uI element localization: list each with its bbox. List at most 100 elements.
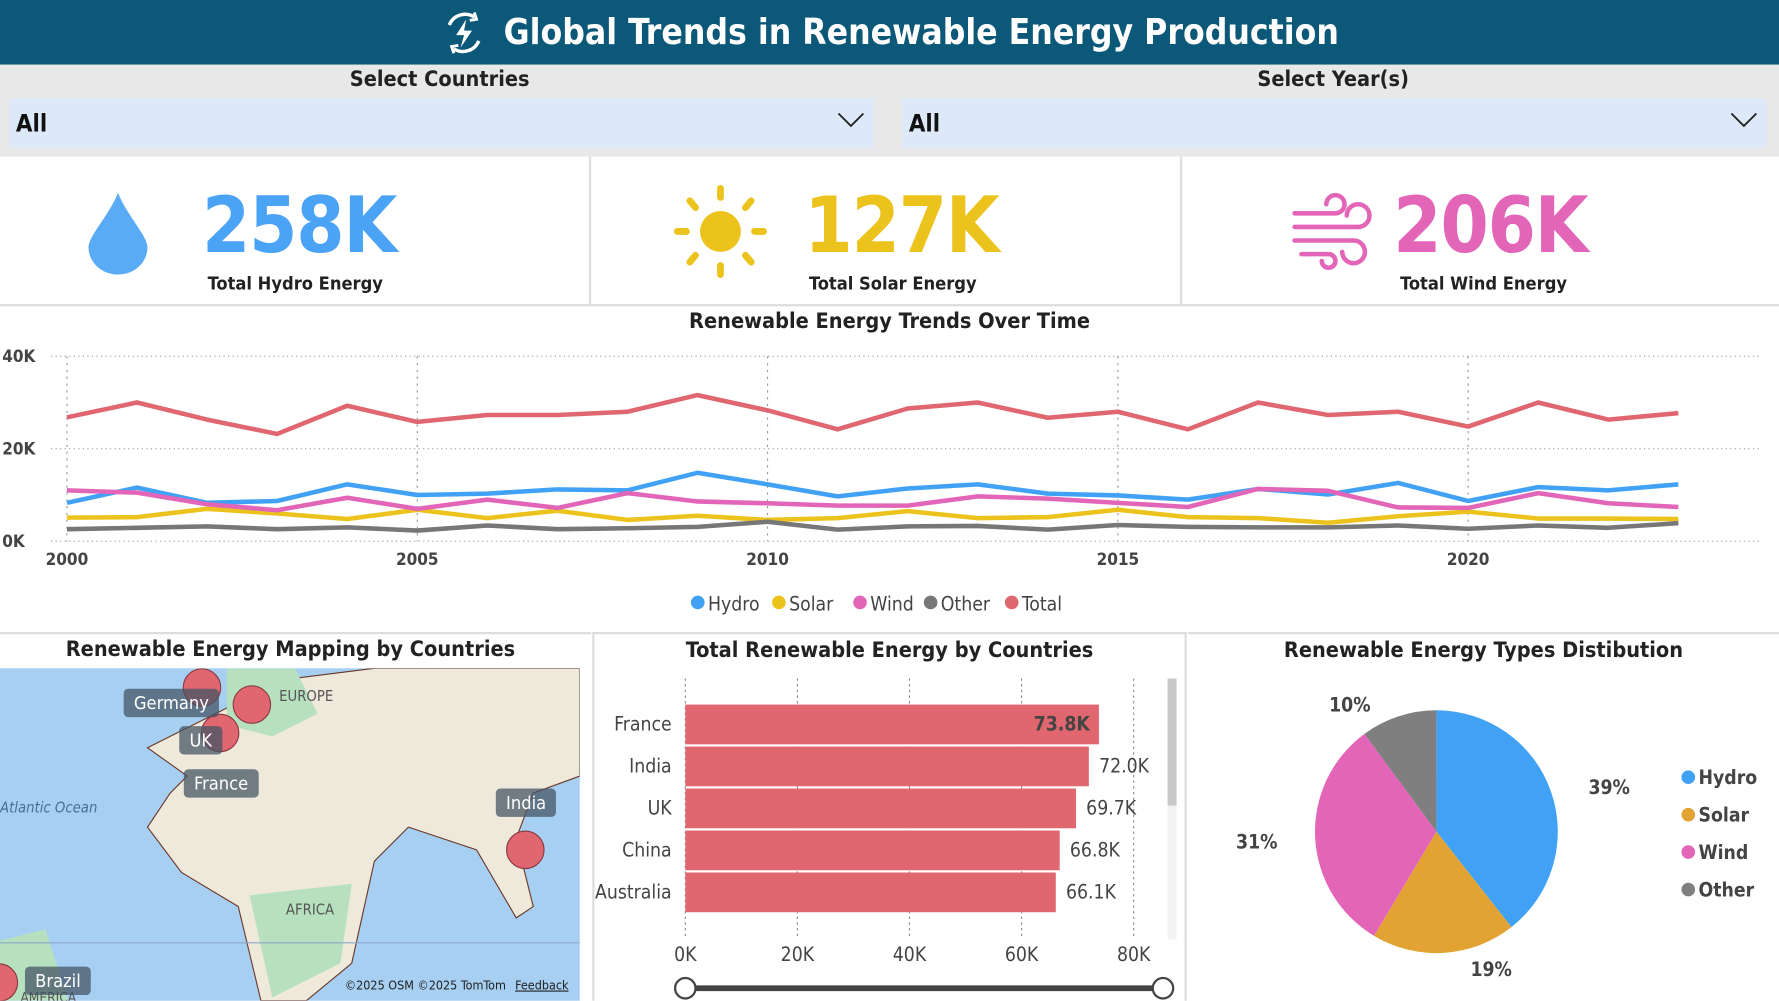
legend-marker bbox=[1681, 882, 1696, 897]
bar bbox=[685, 704, 1099, 745]
legend-label: Wind bbox=[870, 592, 914, 615]
legend-label: Hydro bbox=[1698, 766, 1757, 789]
kpi-wind: 206K Total Wind Energy bbox=[1182, 157, 1779, 307]
map-label-germany: Germany bbox=[123, 688, 220, 718]
chevron-down-icon bbox=[837, 112, 865, 128]
legend-marker bbox=[690, 595, 705, 610]
x-tick-label: 20K bbox=[781, 943, 815, 966]
legend-label: Wind bbox=[1698, 841, 1748, 864]
wind-icon bbox=[1292, 192, 1372, 271]
map-label-india: India bbox=[495, 788, 557, 817]
scrollbar-track bbox=[1167, 678, 1177, 940]
bar-panel: Total Renewable Energy by Countries bbox=[592, 631, 1187, 1001]
map-region-label: EUROPE bbox=[279, 688, 334, 706]
map[interactable]: Atlantic Ocean EUROPE AFRICA AMERICA Ger… bbox=[0, 668, 580, 1001]
x-tick-label: 60K bbox=[1005, 943, 1039, 966]
zoom-slider-handle[interactable] bbox=[1151, 976, 1175, 1000]
bar-category-label: India bbox=[629, 755, 672, 778]
bolt-refresh-icon bbox=[447, 11, 481, 54]
legend-marker bbox=[1681, 807, 1696, 822]
bar bbox=[685, 788, 1076, 829]
series-line-wind bbox=[66, 486, 1679, 513]
series-line-total bbox=[66, 392, 1679, 437]
pie-panel: Renewable Energy Types Distibution bbox=[1187, 631, 1779, 1001]
kpi-hydro: 258K Total Hydro Energy bbox=[0, 156, 592, 307]
x-tick-label: 0K bbox=[674, 943, 697, 966]
legend-marker bbox=[1004, 595, 1019, 610]
bar-category-label: China bbox=[622, 839, 672, 862]
legend-marker bbox=[923, 595, 938, 610]
x-tick-label: 2015 bbox=[1097, 550, 1140, 570]
sun-icon bbox=[673, 184, 767, 278]
bar-category-label: France bbox=[614, 713, 672, 736]
bar-chart-title: Total Renewable Energy by Countries bbox=[685, 637, 1094, 663]
bar-data-label: 66.8K bbox=[1070, 839, 1121, 862]
bar-data-label: 73.8K bbox=[1034, 713, 1091, 736]
legend-label: Solar bbox=[789, 592, 834, 615]
pie-slice-hydro bbox=[1436, 710, 1558, 928]
kpi-value: 206K bbox=[1393, 181, 1588, 272]
scrollbar-thumb[interactable] bbox=[1167, 678, 1177, 806]
x-tick-label: 40K bbox=[893, 943, 927, 966]
y-tick-label: 20K bbox=[2, 439, 36, 459]
legend-marker bbox=[1681, 770, 1696, 785]
filter-bar: Select Countries All Select Year(s) All bbox=[0, 64, 1779, 157]
map-label-france: France bbox=[183, 769, 259, 798]
map-bubble[interactable] bbox=[506, 830, 545, 870]
years-value: All bbox=[908, 110, 941, 138]
bar bbox=[685, 872, 1056, 913]
dashboard-title: Global Trends in Renewable Energy Produc… bbox=[503, 11, 1339, 53]
series-line-other bbox=[66, 519, 1679, 533]
countries-dropdown[interactable]: All bbox=[9, 98, 874, 148]
legend-marker bbox=[772, 595, 786, 610]
pie-slice-solar bbox=[1374, 831, 1512, 954]
map-title: Renewable Energy Mapping by Countries bbox=[65, 636, 516, 662]
header: Global Trends in Renewable Energy Produc… bbox=[0, 0, 1779, 65]
years-filter-label: Select Year(s) bbox=[1257, 66, 1409, 92]
x-tick-label: 2010 bbox=[746, 550, 789, 570]
map-region-label: Atlantic Ocean bbox=[0, 799, 98, 817]
kpi-value: 258K bbox=[201, 181, 397, 272]
x-tick-label: 2000 bbox=[46, 550, 89, 570]
bar-data-label: 69.7K bbox=[1086, 797, 1137, 820]
map-panel: Renewable Energy Mapping by Countries At… bbox=[0, 631, 592, 1001]
legend-label: Total bbox=[1021, 592, 1062, 615]
bar-data-label: 72.0K bbox=[1099, 755, 1150, 778]
map-landmass bbox=[0, 668, 580, 1001]
kpi-value: 127K bbox=[804, 181, 999, 272]
legend-marker bbox=[853, 595, 867, 610]
countries-filter-label: Select Countries bbox=[349, 66, 530, 92]
bar bbox=[685, 830, 1060, 871]
map-attribution: ©2025 OSM ©2025 TomTom bbox=[344, 978, 506, 993]
y-tick-label: 0K bbox=[2, 532, 26, 552]
legend-marker bbox=[1681, 845, 1696, 859]
pie-data-label: 31% bbox=[1236, 831, 1278, 854]
x-tick-label: 2005 bbox=[396, 550, 439, 570]
x-tick-label: 80K bbox=[1117, 943, 1151, 966]
pie-slice-wind bbox=[1315, 733, 1437, 936]
zoom-slider-handle[interactable] bbox=[673, 976, 697, 1000]
pie-data-label: 39% bbox=[1588, 776, 1630, 799]
map-region-label: AFRICA bbox=[285, 902, 335, 920]
kpi-label: Total Hydro Energy bbox=[207, 272, 383, 294]
kpi-label: Total Wind Energy bbox=[1400, 272, 1568, 294]
pie-data-label: 19% bbox=[1470, 958, 1512, 981]
years-dropdown[interactable]: All bbox=[902, 98, 1767, 148]
legend-label: Solar bbox=[1698, 803, 1749, 826]
water-drop-icon bbox=[88, 192, 148, 275]
pie-slice-other bbox=[1364, 710, 1437, 832]
trend-line-chart: 0K 20K 40K 2000 2005 2010 2015 2020 Hydro Solar Wi… bbox=[2, 347, 1759, 615]
countries-value: All bbox=[15, 110, 48, 138]
pie-data-label: 10% bbox=[1329, 693, 1371, 716]
map-bubble[interactable] bbox=[232, 685, 272, 724]
y-tick-label: 40K bbox=[2, 347, 36, 367]
kpi-solar: 127K Total Solar Energy bbox=[591, 156, 1183, 307]
chevron-down-icon bbox=[1730, 112, 1758, 128]
x-tick-label: 2020 bbox=[1447, 550, 1490, 570]
bar-data-label: 66.1K bbox=[1066, 881, 1117, 904]
legend-label: Other bbox=[1698, 878, 1754, 901]
map-feedback-link[interactable]: Feedback bbox=[515, 978, 569, 993]
bar-category-label: UK bbox=[648, 797, 673, 820]
